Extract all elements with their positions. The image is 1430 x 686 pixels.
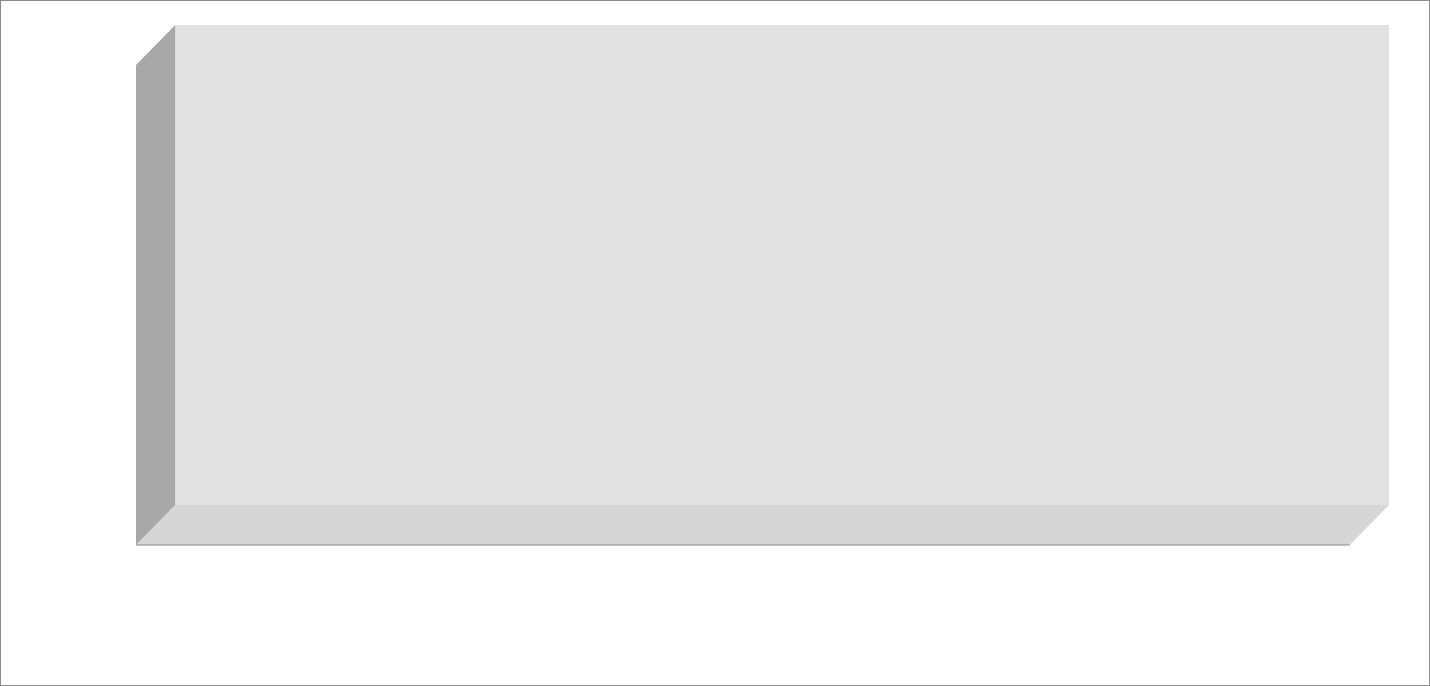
chart-frame [0,0,1430,686]
x-axis-labels [136,591,1389,621]
y-axis [21,25,136,545]
plot-area [136,25,1389,585]
chart-body [21,25,1409,615]
bars-container [136,65,1389,545]
